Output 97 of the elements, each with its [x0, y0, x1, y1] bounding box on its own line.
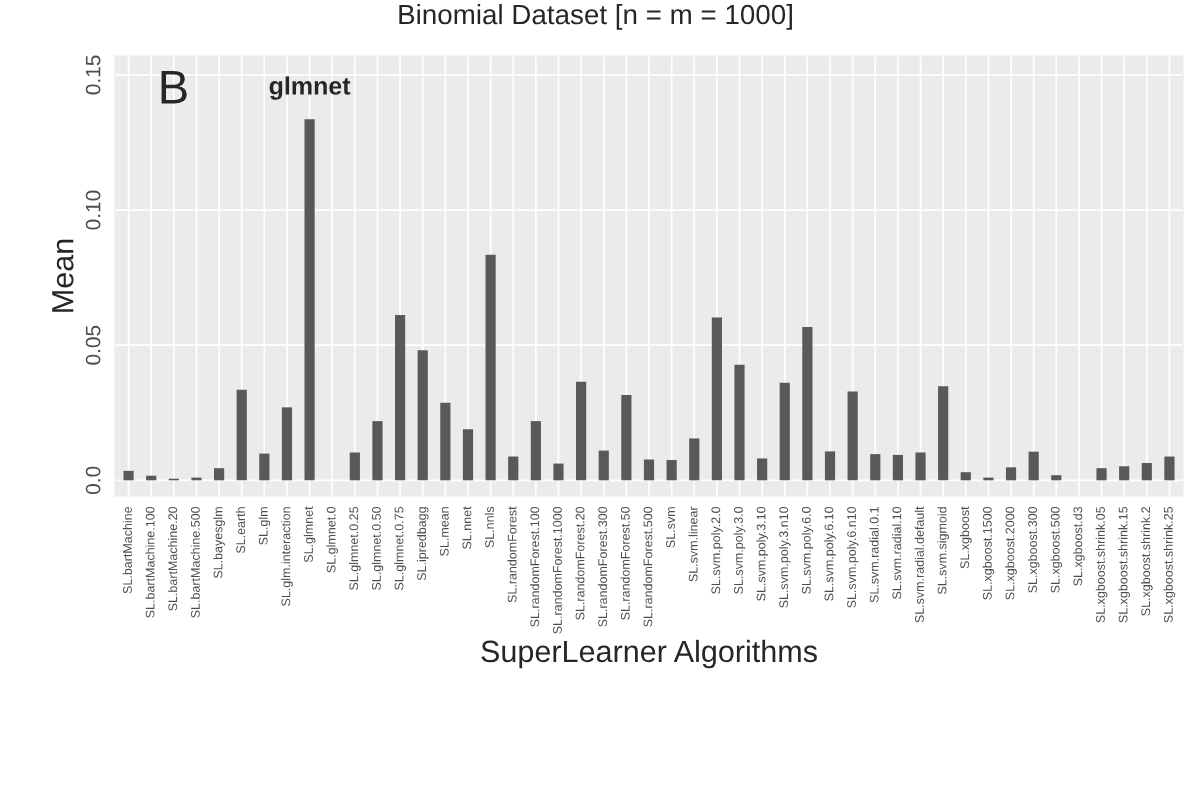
x-tick-label: SL.xgboost.shrink.2: [1140, 507, 1153, 616]
x-tick-label: SL.glm.interaction: [281, 507, 293, 606]
x-tick-label: SL.bartMachine.500: [190, 506, 200, 618]
x-tick-label: SL.xgboost.2000: [1005, 506, 1017, 600]
x-tick-label: SL.nnet: [462, 506, 472, 549]
x-tick-label: SL.randomForest.20: [575, 506, 585, 620]
y-tick-label: 0.0: [85, 466, 101, 494]
x-tick-label: SL.xgboost.d3: [1073, 506, 1085, 586]
chart-title: Binomial Dataset [n = m = 1000]: [399, 3, 792, 30]
x-tick-label: SL.svm.radial.0.1: [869, 507, 879, 603]
x-tick-label: SL.xgboost.500: [1050, 506, 1063, 593]
bar: [870, 454, 881, 481]
x-tick-label: SL.randomForest.50: [620, 506, 630, 620]
x-tick-label: SL.randomForest.1000: [552, 506, 562, 634]
x-tick-label: SL.svm.linear: [688, 506, 698, 582]
x-tick-label: SL.xgboost.shrink.15: [1118, 506, 1130, 623]
x-tick-label: SL.svm.poly.3.n10: [778, 506, 791, 608]
bar: [824, 451, 836, 481]
x-tick-label: SL.randomForest.500: [643, 506, 653, 627]
x-tick-label: SL.glmnet: [303, 506, 316, 563]
x-tick-label: SL.xgboost.300: [1027, 506, 1040, 593]
bar: [462, 429, 474, 481]
bar: [802, 327, 813, 481]
x-tick-label: SL.svm.poly.6.n10: [846, 506, 859, 608]
bar: [395, 314, 406, 481]
bar: [938, 386, 949, 481]
x-tick-label: SL.ipredbagg: [416, 507, 429, 581]
bar: [621, 394, 632, 481]
x-tick-label: SL.svm.radial.10: [892, 506, 902, 599]
x-tick-label: SL.svm.poly.3.10: [756, 506, 768, 601]
bar: [259, 453, 270, 481]
bar: [530, 421, 541, 481]
x-tick-label: SL.glmnet.0.75: [394, 506, 406, 590]
bar: [1119, 466, 1130, 481]
x-tick-label: SL.svm.poly.2.0: [711, 506, 723, 594]
bar: [1051, 475, 1062, 481]
bar: [1164, 456, 1175, 481]
bar: [847, 391, 858, 481]
bar: [643, 459, 655, 481]
x-tick-label: SL.glmnet.0.25: [349, 506, 361, 590]
x-tick-label: SL.svm: [666, 507, 675, 548]
bar: [349, 452, 360, 481]
annotation: B: [161, 70, 187, 104]
bar: [440, 402, 451, 481]
x-tick-label: SL.svm.poly.3.0: [733, 506, 746, 594]
x-tick-label: SL.earth: [235, 507, 246, 554]
y-tick-label: 0.10: [85, 190, 101, 230]
x-tick-label: SL.xgboost.shrink.05: [1095, 506, 1108, 623]
x-tick-label: SL.svm.sigmoid: [937, 507, 949, 595]
bar: [553, 463, 564, 481]
bar: [1141, 463, 1152, 481]
x-tick-label: SL.svm.poly.6.0: [801, 506, 814, 594]
x-tick-label: SL.xgboost.1500: [982, 506, 995, 600]
bar: [757, 458, 768, 481]
bar: [1005, 467, 1017, 481]
bar: [666, 460, 677, 481]
bar: [485, 254, 496, 481]
x-tick-label: SL.glmnet.0.50: [371, 506, 384, 590]
bar: [281, 407, 293, 481]
y-tick-label: 0.05: [85, 325, 101, 365]
x-axis-title: SuperLearner Algorithms: [481, 639, 817, 669]
bar: [598, 450, 609, 481]
x-tick-label: SL.xgboost.shrink.25: [1163, 506, 1176, 623]
x-tick-label: SL.glmnet.0: [326, 506, 339, 573]
bar: [576, 381, 587, 481]
x-tick-label: SL.nnls: [484, 506, 494, 548]
x-tick-label: SL.randomForest.100: [530, 506, 540, 627]
bar: [1028, 451, 1039, 481]
x-tick-label: SL.bartMachine.20: [168, 506, 178, 611]
bar: [734, 364, 745, 481]
bar: [417, 350, 428, 481]
bar: [236, 389, 247, 481]
bar: [372, 421, 383, 481]
bar: [123, 470, 134, 481]
x-tick-label: SL.mean: [439, 507, 449, 556]
bar: [892, 454, 903, 481]
bar: [213, 468, 225, 481]
x-tick-label: SL.svm.radial.default: [914, 506, 924, 623]
bar: [915, 452, 926, 481]
x-tick-label: SL.randomForest.300: [597, 506, 608, 627]
x-tick-label: SL.bayesglm: [213, 507, 225, 579]
y-tick-label: 0.15: [85, 55, 101, 95]
bar: [689, 438, 700, 481]
bar: [711, 317, 722, 481]
bar: [1096, 468, 1107, 481]
y-axis-title: Mean: [52, 239, 74, 312]
x-tick-label: SL.glm: [258, 507, 271, 545]
x-tick-label: SL.svm.poly.6.10: [824, 506, 836, 601]
x-tick-label: SL.bartMachine.100: [145, 506, 155, 618]
annotation: glmnet: [269, 76, 351, 100]
x-tick-label: SL.xgboost: [959, 506, 972, 569]
bar: [779, 382, 790, 481]
bar: [304, 119, 315, 481]
x-tick-label: SL.bartMachine: [122, 506, 132, 594]
bar: [508, 456, 519, 481]
bar: [960, 472, 971, 481]
x-tick-label: SL.randomForest: [507, 506, 517, 603]
